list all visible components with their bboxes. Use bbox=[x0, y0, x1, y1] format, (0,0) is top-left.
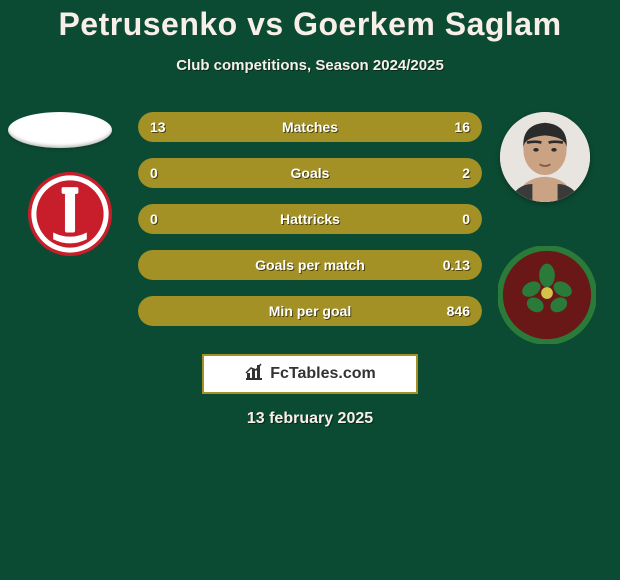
stat-row: 13Matches16 bbox=[138, 112, 482, 142]
player1-name: Petrusenko bbox=[58, 6, 237, 42]
branding-text: FcTables.com bbox=[270, 365, 376, 383]
player2-name: Goerkem Saglam bbox=[293, 6, 561, 42]
branding-box: FcTables.com bbox=[202, 354, 418, 394]
vs-separator: vs bbox=[247, 6, 284, 42]
player1-avatar-placeholder bbox=[8, 112, 112, 148]
player2-avatar bbox=[500, 112, 590, 202]
chart-icon bbox=[244, 363, 264, 386]
player1-club-badge bbox=[28, 172, 112, 256]
stat-row: 0Hattricks0 bbox=[138, 204, 482, 234]
subtitle: Club competitions, Season 2024/2025 Club… bbox=[0, 57, 620, 74]
stat-row: 0Goals2 bbox=[138, 158, 482, 188]
page-title: Petrusenko vs Goerkem Saglam bbox=[0, 6, 620, 43]
stats-area: 13Matches16 0Goals2 0Hattricks0 Goals per m… bbox=[0, 112, 620, 352]
stat-bars: 13Matches16 0Goals2 0Hattricks0 Goals per m… bbox=[138, 112, 482, 342]
player2-club-badge bbox=[498, 246, 596, 344]
footer-date: 13 february 2025 13 february 2025 bbox=[0, 410, 620, 428]
stat-row: Min per goal846 bbox=[138, 296, 482, 326]
stat-row: Goals per match0.13 bbox=[138, 250, 482, 280]
